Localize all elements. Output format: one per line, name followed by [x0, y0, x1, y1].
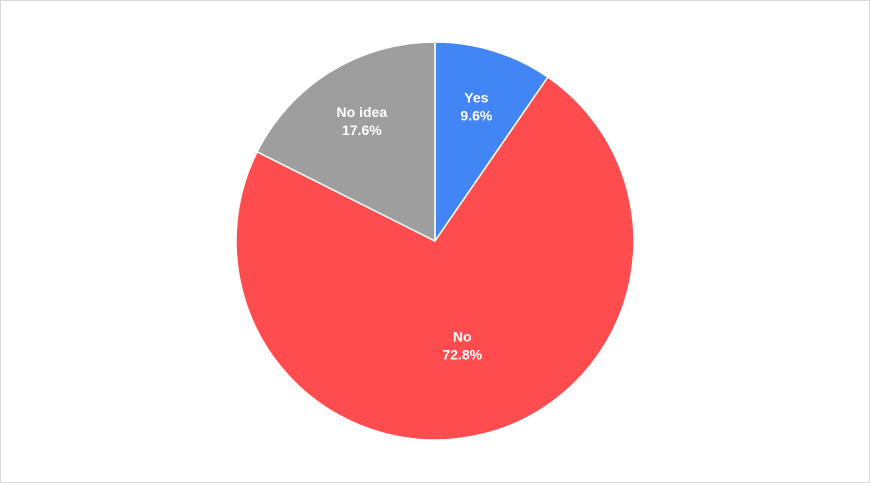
pie-slice	[434, 41, 549, 244]
slice-value-label: 9.6%	[460, 108, 492, 124]
pie-slice	[256, 41, 436, 243]
pie-slice	[235, 76, 635, 441]
slice-value-label: 17.6%	[342, 122, 382, 138]
slice-label: Yes	[464, 90, 488, 106]
slice-value-label: 72.8%	[442, 347, 482, 363]
slice-label: No idea	[337, 104, 388, 120]
slice-label: No	[453, 329, 472, 345]
